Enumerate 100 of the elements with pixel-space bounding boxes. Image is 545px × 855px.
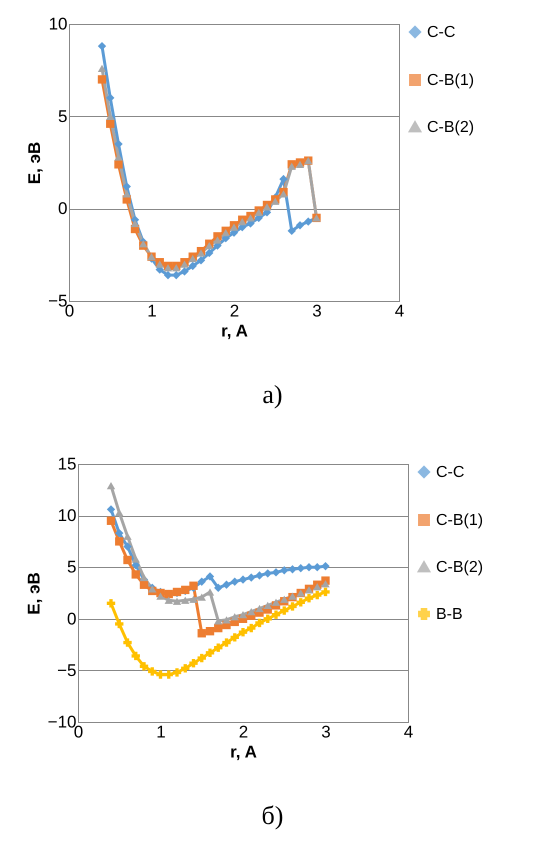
point	[106, 516, 116, 525]
x-tick-label: 3	[312, 302, 322, 320]
point	[296, 160, 304, 168]
point	[106, 482, 116, 490]
point	[238, 611, 248, 618]
legend-label: B-B	[436, 606, 463, 623]
point	[132, 652, 140, 660]
legend-label: C-B(1)	[436, 512, 484, 529]
point	[304, 594, 314, 602]
point	[288, 226, 296, 236]
point	[114, 140, 123, 148]
point	[123, 556, 132, 564]
point	[198, 577, 206, 586]
point	[280, 596, 288, 603]
point	[271, 198, 280, 205]
x-axis-title: r, A	[221, 322, 248, 340]
point	[255, 604, 264, 612]
y-tick-label: 0	[67, 609, 76, 628]
point	[98, 64, 106, 72]
point	[313, 590, 322, 600]
legend-label: C-B(2)	[436, 559, 484, 576]
point	[213, 236, 222, 244]
x-axis-title: r, A	[230, 742, 257, 762]
point	[122, 190, 131, 198]
point	[313, 563, 322, 572]
point	[238, 575, 248, 584]
point	[106, 120, 114, 128]
text: а)	[261, 380, 284, 410]
point	[247, 573, 256, 582]
point	[288, 565, 297, 574]
point	[255, 618, 264, 628]
point	[206, 588, 214, 596]
point	[214, 624, 222, 632]
point	[230, 224, 238, 231]
point	[280, 606, 288, 615]
point	[279, 190, 288, 198]
point	[264, 614, 272, 623]
point	[148, 667, 156, 676]
point	[132, 555, 140, 563]
point	[198, 654, 206, 662]
point	[206, 648, 214, 658]
point	[198, 594, 206, 601]
point	[140, 662, 148, 670]
point	[198, 629, 206, 638]
point	[106, 599, 116, 608]
x-tick-label: 1	[147, 302, 157, 320]
legend-label: C-B(2)	[427, 119, 474, 136]
point	[222, 229, 230, 236]
point	[196, 249, 206, 257]
point	[130, 220, 140, 228]
point	[139, 240, 148, 248]
x-tick-label: 4	[404, 722, 414, 742]
point	[132, 570, 140, 579]
point	[189, 658, 198, 668]
point	[280, 566, 288, 574]
point	[196, 256, 206, 265]
point	[106, 94, 114, 102]
point	[238, 628, 248, 636]
point	[222, 616, 231, 624]
point	[189, 582, 198, 590]
point	[321, 562, 330, 570]
point	[296, 221, 304, 230]
point	[246, 214, 255, 222]
point	[181, 664, 190, 673]
point	[181, 596, 190, 604]
point	[230, 577, 239, 586]
point	[230, 613, 239, 620]
legend-label: C-B(1)	[427, 72, 474, 89]
point	[206, 627, 214, 636]
point	[264, 569, 272, 578]
point	[123, 532, 132, 540]
point	[123, 542, 132, 551]
point	[247, 624, 256, 632]
point	[296, 598, 305, 606]
point	[230, 633, 239, 642]
point	[214, 644, 222, 652]
point	[172, 598, 182, 605]
legend-label: C-C	[436, 464, 464, 481]
text: б)	[260, 801, 284, 831]
x-tick-label: 3	[321, 722, 331, 742]
point	[106, 505, 116, 514]
legend-label: C-C	[427, 24, 456, 41]
y-tick-label: −5	[57, 660, 76, 680]
point	[262, 203, 272, 210]
point	[189, 596, 198, 603]
point	[180, 267, 189, 276]
point	[272, 568, 280, 577]
y-tick-label: 15	[58, 454, 76, 474]
point	[214, 584, 222, 592]
point	[222, 580, 231, 589]
y-tick-label: 5	[67, 558, 76, 577]
point	[164, 596, 173, 604]
point	[279, 174, 288, 184]
y-tick-label: 5	[58, 106, 68, 126]
point	[115, 620, 124, 628]
point	[247, 608, 256, 616]
x-tick-label: 2	[230, 302, 240, 320]
point	[114, 160, 123, 169]
point	[140, 580, 148, 589]
point	[98, 42, 106, 50]
